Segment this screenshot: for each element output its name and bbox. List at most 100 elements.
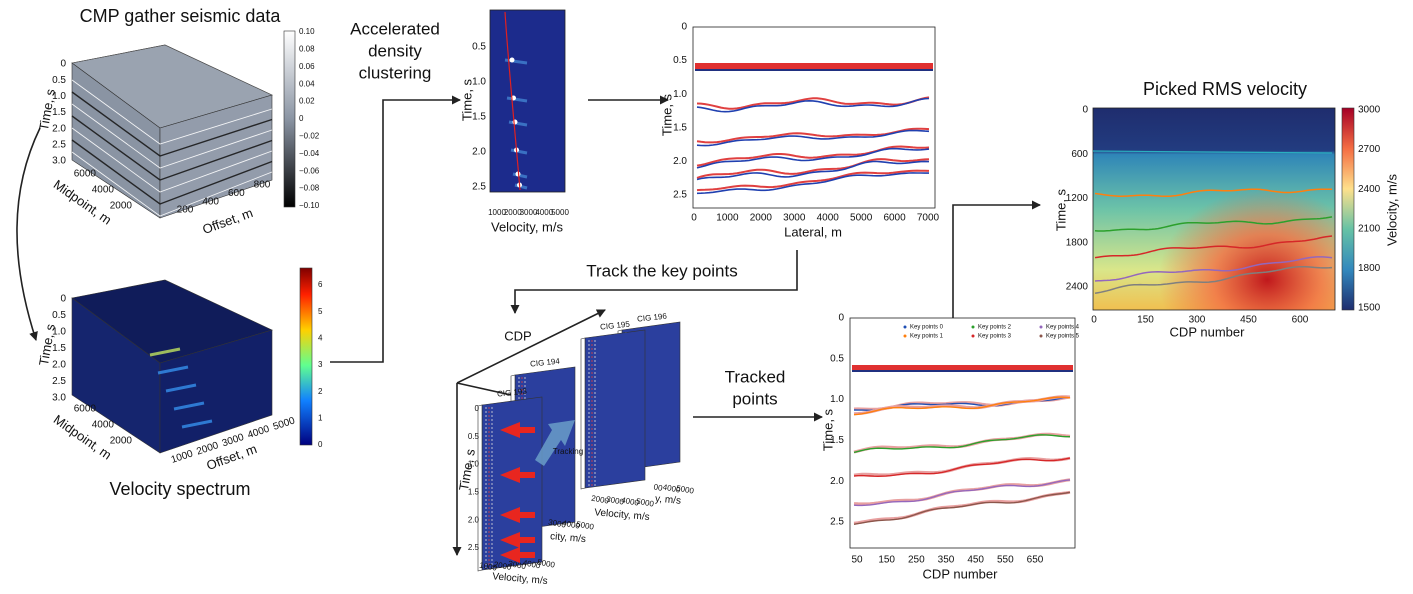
legend-entry: Key points 5 xyxy=(1046,334,1080,340)
axis-label: Offset, m xyxy=(200,205,254,237)
legend-swatch xyxy=(972,326,975,329)
axis-label: Time, s xyxy=(820,408,835,451)
tick-label: 0.08 xyxy=(299,45,315,54)
tick-label: 200 xyxy=(177,205,194,216)
tick-label: 600 xyxy=(1071,149,1088,160)
tick-label: 0 xyxy=(475,404,480,413)
tick-label: 5 xyxy=(318,307,323,316)
tick-label: 4000 xyxy=(246,424,271,441)
arrow xyxy=(953,205,1040,318)
panel-label: CIG 194 xyxy=(530,357,561,369)
tick-label: 350 xyxy=(938,555,955,566)
tick-label: −0.08 xyxy=(299,184,320,193)
tick-label: Accelerated xyxy=(350,19,440,38)
tick-label: 4000 xyxy=(92,420,115,431)
tick-label: 2 xyxy=(318,387,323,396)
tick-label: 0 xyxy=(299,114,304,123)
event-band xyxy=(695,63,933,69)
tick-label: 6000 xyxy=(883,213,906,224)
tick-label: 1000 xyxy=(716,213,739,224)
tick-label: −0.02 xyxy=(299,132,320,141)
tick-label: 3000 xyxy=(783,213,806,224)
tick-label: 2.5 xyxy=(52,139,66,150)
tick-label: 3 xyxy=(318,360,323,369)
tick-label: 5000 xyxy=(272,415,297,432)
tick-label: 2.5 xyxy=(472,182,486,193)
tick-label: 800 xyxy=(254,180,271,191)
tick-label: 6000 xyxy=(74,169,97,180)
tick-label: 0.10 xyxy=(299,27,315,36)
tick-label: 2400 xyxy=(1066,282,1089,293)
tick-label: 4000 xyxy=(92,185,115,196)
arrow xyxy=(515,250,797,313)
axis-label: city, m/s xyxy=(550,531,587,545)
legend-swatch xyxy=(904,326,907,329)
event-band xyxy=(695,69,933,71)
tick-label: 2.5 xyxy=(673,190,687,201)
tick-label: 1000 xyxy=(170,448,195,465)
legend-entry: Key points 0 xyxy=(910,325,944,331)
spectrum-panel xyxy=(490,10,565,192)
tick-label: 1.0 xyxy=(830,394,844,405)
tick-label: 4000 xyxy=(817,213,840,224)
tick-label: 5000 xyxy=(636,497,656,509)
tick-label: 2000 xyxy=(750,213,773,224)
tick-label: 0.06 xyxy=(299,62,315,71)
axis-label: CDP xyxy=(504,328,531,343)
cluster-center xyxy=(510,58,515,63)
tick-label: 450 xyxy=(967,555,984,566)
tick-label: 650 xyxy=(1027,555,1044,566)
axis-label: y, m/s xyxy=(655,494,682,507)
tick-label: 0 xyxy=(838,313,844,324)
tick-label: 2.0 xyxy=(830,476,844,487)
tick-label: 1800 xyxy=(1066,237,1089,248)
tick-label: 0.5 xyxy=(52,75,66,86)
tick-label: 0 xyxy=(1082,105,1088,116)
tick-label: 0 xyxy=(318,440,323,449)
tick-label: 50 xyxy=(851,555,863,566)
tick-label: 1200 xyxy=(1066,193,1089,204)
tick-label: −0.10 xyxy=(299,201,320,210)
tick-label: 5000 xyxy=(551,208,569,217)
tick-label: 2.5 xyxy=(52,376,66,387)
panel-title: CMP gather seismic data xyxy=(80,6,282,26)
legend-entry: Key points 3 xyxy=(978,334,1012,340)
tick-label: 0 xyxy=(60,294,66,305)
arrow xyxy=(17,128,40,340)
panel-label: CIG 196 xyxy=(637,312,668,324)
axis-label: Time, s xyxy=(459,78,474,121)
legend-entry: Key points 2 xyxy=(978,325,1012,331)
colorbar xyxy=(300,268,312,445)
tick-label: 2700 xyxy=(1358,144,1381,155)
tick-label: −0.06 xyxy=(299,166,320,175)
legend-entry: Key points 1 xyxy=(910,334,944,340)
tick-label: 7000 xyxy=(917,213,940,224)
tick-label: 4 xyxy=(318,333,323,342)
tick-label: 2400 xyxy=(1358,184,1381,195)
legend-swatch xyxy=(1040,335,1043,338)
tick-label: 2.0 xyxy=(468,515,480,524)
tick-label: 0 xyxy=(60,59,66,70)
axis-label: Velocity, m/s xyxy=(492,571,548,587)
tick-label: 150 xyxy=(1137,315,1154,326)
tick-label: points xyxy=(732,389,777,408)
tick-label: 0.02 xyxy=(299,97,315,106)
tick-label: 400 xyxy=(202,196,219,207)
colorbar xyxy=(284,31,295,207)
axis-label: CDP number xyxy=(923,566,999,581)
tick-label: 3.0 xyxy=(52,156,66,167)
tick-label: 2000 xyxy=(110,201,133,212)
tick-label: −0.04 xyxy=(299,149,320,158)
tick-label: 2.0 xyxy=(472,147,486,158)
panel-caption: Velocity spectrum xyxy=(109,479,250,499)
tick-label: 2.5 xyxy=(468,543,480,552)
tick-label: 1.5 xyxy=(673,122,687,133)
step-label: Track the key points xyxy=(586,261,738,280)
axis-label: Velocity, m/s xyxy=(1384,174,1399,247)
tick-label: 6000 xyxy=(74,404,97,415)
legend-swatch xyxy=(972,335,975,338)
tick-label: 5000 xyxy=(850,213,873,224)
tick-label: 2.0 xyxy=(673,156,687,167)
axis-label: Time, s xyxy=(456,447,478,492)
tick-label: 2.5 xyxy=(830,517,844,528)
